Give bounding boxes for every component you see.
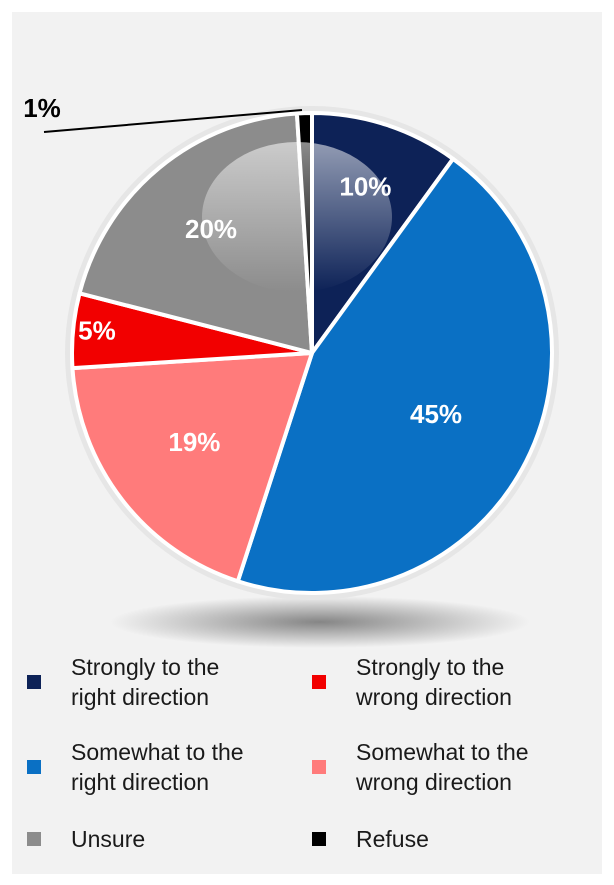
pie-chart: 10% 45% 19% 5% 20% 1% — [12, 12, 602, 662]
slice-label-refuse: 1% — [23, 93, 61, 123]
legend-swatch — [27, 675, 41, 689]
legend-item-somewhat-to-the-wrong-direction: Somewhat to the wrong direction — [312, 737, 529, 797]
chart-panel: 10% 45% 19% 5% 20% 1% Strongly to the right d… — [12, 12, 602, 874]
legend-swatch — [27, 832, 41, 846]
legend-item-refuse: Refuse — [312, 824, 429, 854]
legend-label: Somewhat to the wrong direction — [356, 737, 529, 797]
slice-label-somewhat-to-the-right-direction: 45% — [410, 399, 462, 429]
slice-label-strongly-to-the-right-direction: 10% — [339, 172, 391, 202]
slice-label-somewhat-to-the-wrong-direction: 19% — [168, 427, 220, 457]
slice-label-unsure: 20% — [185, 214, 237, 244]
legend-swatch — [27, 760, 41, 774]
slice-label-strongly-to-the-wrong-direction: 5% — [78, 316, 116, 346]
legend-label: Unsure — [71, 824, 145, 854]
legend-label: Strongly to the wrong direction — [356, 652, 512, 712]
legend-label: Somewhat to the right direction — [71, 737, 244, 797]
legend-item-unsure: Unsure — [27, 824, 145, 854]
legend-label: Strongly to the right direction — [71, 652, 219, 712]
legend-item-somewhat-to-the-right-direction: Somewhat to the right direction — [27, 737, 244, 797]
legend-swatch — [312, 832, 326, 846]
legend-item-strongly-to-the-wrong-direction: Strongly to the wrong direction — [312, 652, 512, 712]
legend-label: Refuse — [356, 824, 429, 854]
legend-swatch — [312, 760, 326, 774]
pie-shadow — [110, 596, 530, 648]
legend-item-strongly-to-the-right-direction: Strongly to the right direction — [27, 652, 219, 712]
legend-swatch — [312, 675, 326, 689]
